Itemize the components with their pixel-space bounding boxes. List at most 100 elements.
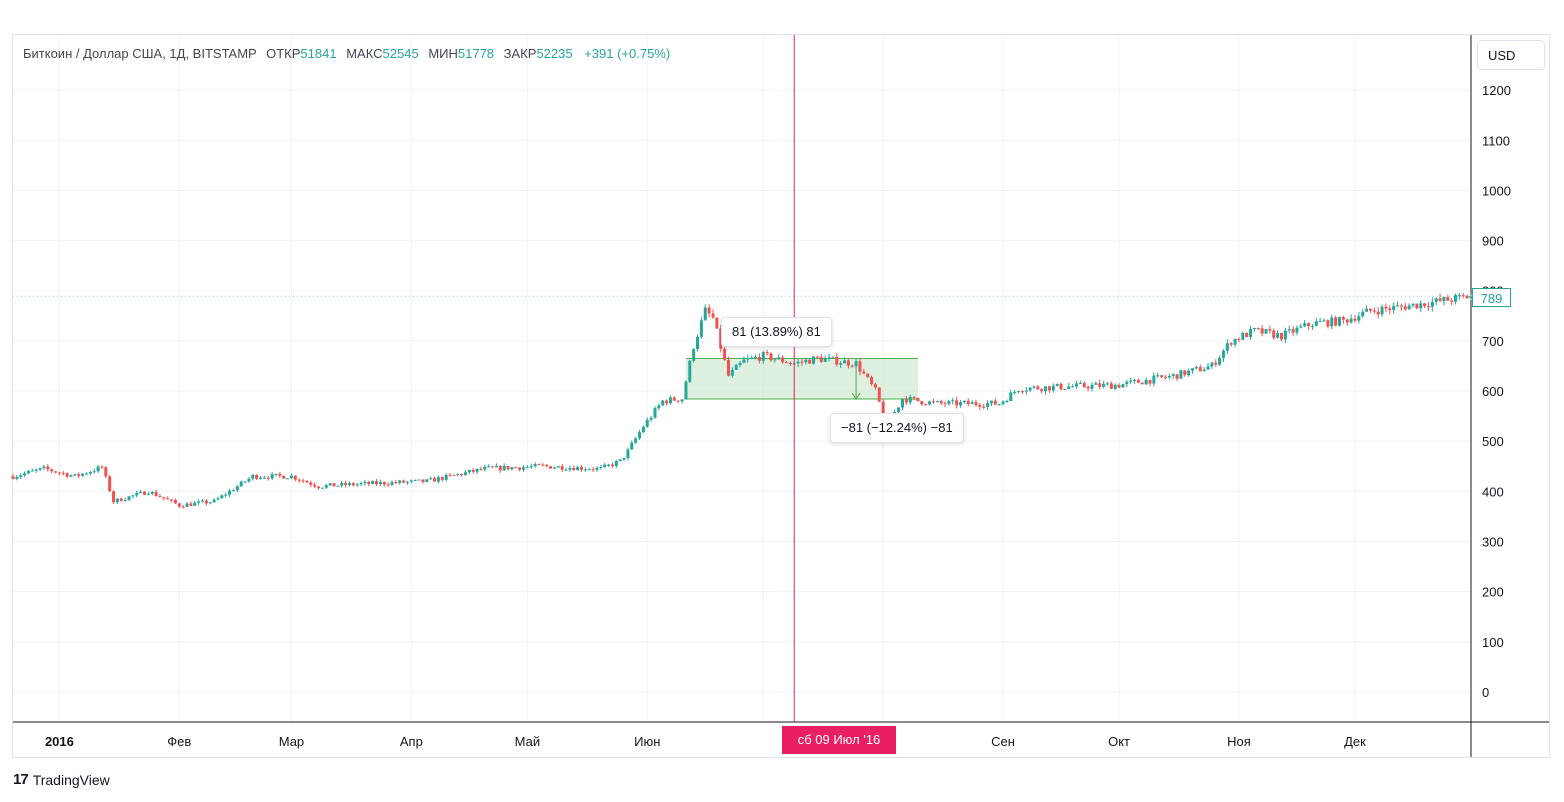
tradingview-logo[interactable]: 17 TradingView (13, 771, 110, 788)
candle-body (491, 466, 495, 468)
candle-body (541, 464, 545, 466)
candle-body (1322, 320, 1326, 322)
candle-body (839, 363, 843, 365)
candle-body (1183, 370, 1187, 376)
candle-body (595, 467, 599, 470)
candle-body (158, 496, 162, 498)
candle-body (993, 400, 997, 405)
candle-body (1272, 330, 1276, 338)
candle-body (46, 466, 50, 470)
candle-body (1249, 328, 1253, 338)
candle-body (390, 482, 394, 485)
candle-body (1198, 367, 1202, 372)
candle-body (405, 481, 409, 483)
candle-body (959, 402, 963, 406)
candle-body (363, 481, 367, 484)
candle-body (607, 464, 611, 466)
candle-body (266, 477, 270, 479)
candle-body (38, 468, 42, 470)
candle-body (1210, 362, 1214, 367)
candle-body (815, 356, 819, 358)
candle-body (1013, 391, 1017, 393)
candle-body (1341, 317, 1345, 320)
x-tick-label: Апр (400, 734, 423, 749)
candle-body (1036, 386, 1040, 390)
candle-body (1299, 326, 1303, 328)
candle-body (986, 403, 990, 407)
candle-body (641, 426, 645, 433)
candle-body (212, 499, 216, 503)
candle-body (73, 474, 77, 476)
candle-body (1446, 297, 1450, 301)
candle-body (661, 400, 665, 406)
candle-body (479, 468, 483, 470)
candle-body (688, 360, 692, 382)
candle-body (1179, 370, 1183, 379)
candle-body (402, 480, 406, 483)
candle-body (1307, 323, 1311, 327)
candle-body (897, 407, 901, 413)
candle-body (108, 476, 112, 492)
candle-body (738, 362, 742, 365)
candle-body (1105, 383, 1109, 385)
candle-body (270, 474, 274, 479)
candle-body (139, 491, 143, 493)
candle-body (359, 483, 363, 485)
candle-body (1256, 327, 1260, 329)
candle-body (734, 364, 738, 370)
candle-body (351, 483, 355, 486)
candle-body (533, 464, 537, 467)
measure-down-label: −81 (−12.24%) −81 (830, 413, 964, 443)
candle-body (1241, 332, 1245, 340)
candle-body (1419, 303, 1423, 309)
candle-body (1086, 386, 1090, 389)
x-tick-label: Сен (991, 734, 1015, 749)
candle-body (224, 494, 228, 496)
candle-body (1338, 317, 1342, 326)
candle-body (568, 467, 572, 470)
low-value: 51778 (457, 46, 495, 61)
candle-body (962, 400, 966, 403)
candle-body (1047, 386, 1051, 391)
candle-body (189, 503, 193, 506)
x-tick-label: Мар (279, 734, 304, 749)
candle-body (1094, 383, 1098, 385)
candle-body (23, 473, 27, 476)
candle-body (1233, 338, 1237, 345)
candle-body (850, 365, 854, 367)
candle-body (1434, 298, 1438, 302)
candle-body (1071, 386, 1075, 388)
candle-body (1287, 329, 1291, 331)
chart-frame[interactable] (12, 34, 1550, 758)
candle-body (394, 482, 398, 484)
candle-body (703, 307, 707, 321)
candle-body (386, 484, 390, 486)
candle-body (154, 491, 158, 497)
candle-body (1032, 386, 1036, 388)
candle-body (452, 474, 456, 476)
candle-body (251, 474, 255, 479)
candle-body (1237, 338, 1241, 340)
currency-button[interactable]: USD (1477, 40, 1545, 70)
open-label: ОТКР (266, 46, 301, 61)
candle-body (463, 472, 467, 476)
candle-body (1148, 379, 1152, 384)
candle-body (506, 465, 510, 470)
candle-body (502, 465, 506, 471)
candle-body (1442, 297, 1446, 301)
candle-body (920, 401, 924, 405)
candle-body (1129, 380, 1133, 382)
candle-body (289, 475, 293, 479)
candle-body (1245, 332, 1249, 338)
candle-body (591, 469, 595, 471)
candle-body (835, 356, 839, 365)
candle-body (599, 467, 603, 469)
candle-body (1279, 333, 1283, 340)
candle-body (367, 481, 371, 484)
candle-body (1005, 401, 1009, 403)
candle-body (1334, 317, 1338, 326)
candle-body (1357, 316, 1361, 321)
candle-body (1291, 329, 1295, 333)
candle-body (127, 496, 131, 500)
